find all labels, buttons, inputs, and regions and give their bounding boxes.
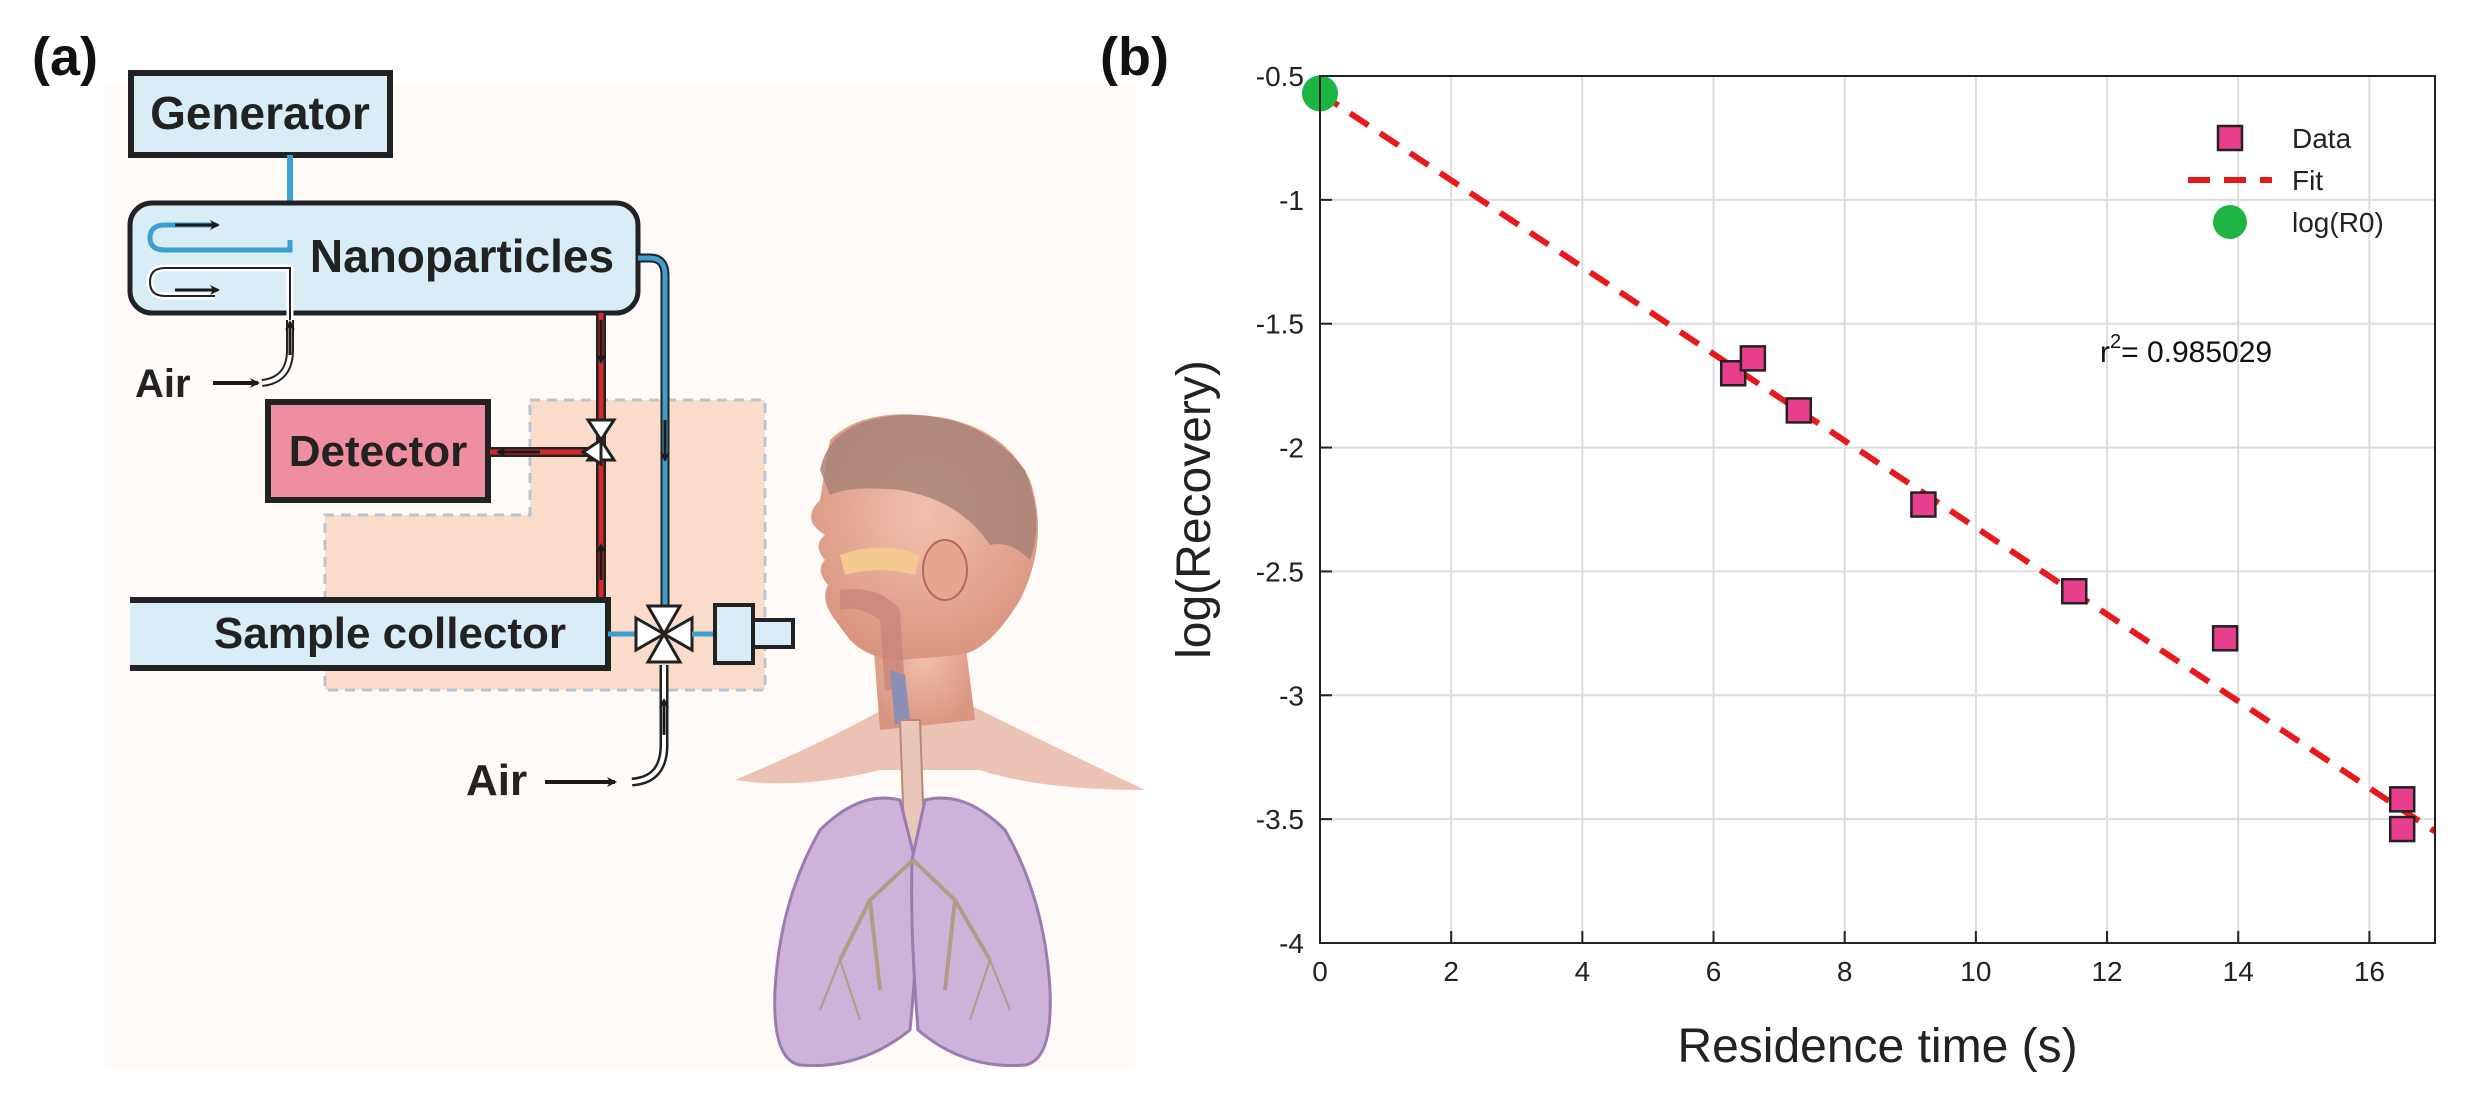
setup-diagram-svg: Generator Nanoparticles Air Detector Sam… [105,70,1145,1070]
right-lung [910,796,1052,1068]
r-squared-annotation: r2= 0.985029 [2100,331,2272,369]
data-point [1739,345,1767,372]
fit-line [1320,90,2435,835]
legend: Data Fit log(R0) [2188,123,2384,239]
x-tick-label: 10 [1960,956,1991,987]
y-tick-label: -2 [1279,433,1304,464]
air-tube-bottom [631,665,666,784]
x-tick-label: 0 [1312,956,1328,987]
legend-swatch-r0 [2213,205,2247,239]
legend-label: Data [2292,123,2352,154]
y-tick-label: -1.5 [1256,309,1304,340]
ear [922,539,968,601]
data-point [2388,786,2416,813]
y-tick-label: -3 [1279,680,1304,711]
x-axis-label: Residence time (s) [1677,1020,2077,1073]
annotation-value: = 0.985029 [2121,336,2272,369]
valve-upper [580,418,617,467]
human-anatomy-illustration [735,414,1145,1068]
larynx [890,670,910,725]
mouthpiece-body [713,603,755,665]
nanoparticles-label: Nanoparticles [310,230,614,282]
shoulders [735,700,1145,790]
plot-background [1320,76,2435,943]
x-tick-label: 14 [2223,956,2254,987]
experimental-setup-diagram: Generator Nanoparticles Air Detector Sam… [0,0,1180,1098]
panel-a-label: (a) [32,27,98,87]
legend-label: Fit [2292,165,2323,196]
legend-label: log(R0) [2292,207,2384,238]
data-point [2061,577,2088,605]
detector-box [265,399,491,503]
chart-panel: 0 2 4 6 8 10 12 14 16 -0.5 -1 -1.5 -2 -2.5 -3 -3.5 -4 Da… [1100,0,2480,1098]
y-tick-label: -2.5 [1256,556,1304,587]
annotation-base: r [2100,336,2110,369]
y-axis-label: log(Recovery) [1168,360,1221,659]
loop-blue [147,222,293,253]
detector-label: Detector [289,427,468,476]
data-point [2388,815,2416,843]
data-point [1785,397,1813,424]
data-point [2211,625,2239,652]
x-tick-label: 4 [1575,956,1591,987]
annotation-superscript: 2 [2110,331,2121,353]
plot-frame [1319,75,2436,944]
y-tick-label: -3.5 [1256,804,1304,835]
legend-swatch-data [2216,124,2244,152]
air-label-bottom: Air [466,756,527,805]
generator-label: Generator [150,87,370,139]
sample-collector-label: Sample collector [214,609,566,658]
recovery-chart: 0 2 4 6 8 10 12 14 16 -0.5 -1 -1.5 -2 -2.5 -3 -3.5 -4 Da… [1168,61,2436,1073]
generator-box [128,70,393,158]
data-point [1910,491,1937,518]
nasal-cavity [840,547,920,575]
blue-tube-down [638,255,668,620]
panel-b-label: (b) [1100,27,1169,87]
mouthpiece-tip [751,618,795,649]
y-tick-label: -4 [1279,928,1304,959]
x-tick-label: 16 [2354,956,2385,987]
x-tick-label: 8 [1837,956,1853,987]
x-tick-label: 6 [1706,956,1722,987]
y-tick-label: -0.5 [1256,61,1304,92]
y-tick-label: -1 [1279,185,1304,216]
hair [820,414,1037,560]
bronchi [838,858,992,991]
bronchioles [819,959,1011,1021]
x-tick-label: 2 [1443,956,1459,987]
air-label-top: Air [135,362,191,406]
x-tick-label: 12 [2091,956,2122,987]
loop-white-outline [148,267,291,320]
oral-cavity [840,589,905,690]
